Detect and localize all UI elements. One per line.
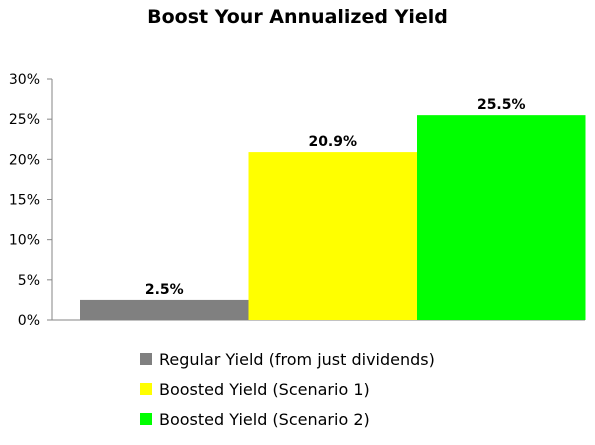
value-labels: 2.5% 20.9% 25.5% [145, 97, 526, 298]
y-tick-label: 0% [18, 313, 40, 329]
legend-swatch-scenario-1 [140, 383, 152, 395]
y-tick-label: 10% [9, 233, 40, 249]
value-label-scenario-2: 25.5% [477, 97, 526, 113]
bar-scenario-2 [417, 115, 586, 321]
bar-regular [80, 299, 249, 320]
legend-item-regular: Regular Yield (from just dividends) [140, 344, 435, 374]
legend-label-scenario-1: Boosted Yield (Scenario 1) [159, 379, 370, 399]
y-tick-label: 15% [9, 193, 40, 209]
value-label-scenario-1: 20.9% [308, 134, 357, 150]
bars [80, 115, 586, 321]
y-axis: 0% 5% 10% 15% 20% 25% 30% [9, 72, 585, 329]
y-tick-label: 5% [18, 273, 40, 289]
legend: Regular Yield (from just dividends) Boos… [140, 344, 435, 434]
chart-title: Boost Your Annualized Yield [147, 6, 448, 28]
legend-item-scenario-1: Boosted Yield (Scenario 1) [140, 374, 435, 404]
bar-chart: 0% 5% 10% 15% 20% 25% 30% 2.5% 20.9% 25.5% [9, 72, 586, 329]
bar-scenario-1 [248, 152, 417, 320]
legend-item-scenario-2: Boosted Yield (Scenario 2) [140, 404, 435, 434]
legend-swatch-scenario-2 [140, 413, 152, 425]
legend-swatch-regular [140, 353, 152, 365]
y-tick-label: 30% [9, 72, 40, 88]
value-label-regular: 2.5% [145, 282, 184, 298]
legend-label-scenario-2: Boosted Yield (Scenario 2) [159, 409, 370, 429]
legend-label-regular: Regular Yield (from just dividends) [159, 349, 435, 369]
y-tick-label: 20% [9, 152, 40, 168]
y-tick-label: 25% [9, 112, 40, 128]
